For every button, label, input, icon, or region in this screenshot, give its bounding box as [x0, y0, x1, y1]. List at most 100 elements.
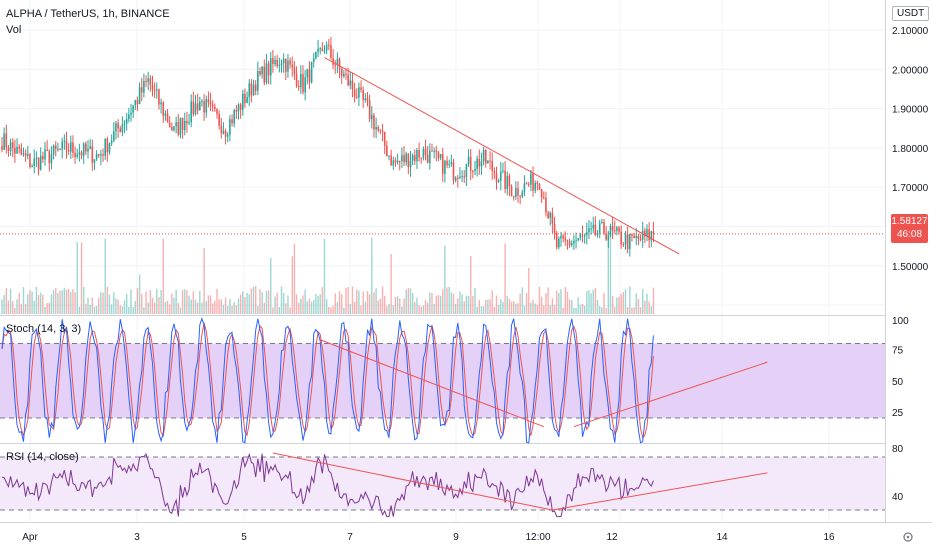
- volume-bar: [270, 257, 272, 314]
- candle-body: [472, 170, 474, 172]
- candle-body: [293, 67, 296, 75]
- volume-bar: [341, 294, 343, 314]
- volume-bar: [431, 293, 433, 314]
- candle-body: [82, 143, 85, 156]
- candle-body: [70, 142, 72, 152]
- candle-body: [646, 229, 648, 236]
- candle-body: [388, 155, 390, 157]
- volume-label: Vol: [6, 24, 22, 36]
- volume-bar: [255, 286, 257, 314]
- volume-bar: [530, 302, 532, 314]
- candle-body: [235, 110, 238, 112]
- candle-body: [1, 145, 3, 150]
- volume-bar: [192, 291, 195, 314]
- volume-bar: [214, 300, 216, 314]
- volume-bar: [433, 304, 435, 314]
- volume-bar: [20, 304, 23, 314]
- candle-body: [65, 140, 68, 151]
- candle-body: [87, 148, 89, 152]
- volume-bar: [545, 293, 547, 314]
- volume-bar: [384, 295, 386, 314]
- candle-body: [358, 87, 360, 98]
- volume-bar: [166, 300, 169, 314]
- candle-body: [29, 154, 31, 168]
- volume-bar: [7, 300, 10, 314]
- stoch-axis-label: 25: [892, 408, 904, 419]
- volume-bar: [652, 287, 655, 314]
- candle-body: [371, 114, 373, 120]
- volume-bar: [575, 307, 577, 314]
- volume-bar: [377, 300, 379, 314]
- candle-body: [489, 160, 491, 162]
- candle-body: [110, 140, 113, 144]
- volume-bar: [59, 290, 61, 314]
- volume-bar: [300, 298, 302, 314]
- candle-body: [581, 234, 584, 236]
- candle-body: [80, 152, 83, 156]
- candle-body: [523, 183, 526, 192]
- volume-bar: [151, 297, 154, 314]
- stoch-indicator-label[interactable]: Stoch (14, 3, 3): [6, 323, 82, 335]
- volume-bar: [568, 299, 571, 314]
- candle-body: [91, 146, 94, 163]
- candle-body: [162, 102, 165, 116]
- volume-bar: [390, 253, 392, 314]
- candle-body: [401, 155, 403, 161]
- volume-bar: [495, 295, 498, 314]
- candle-body: [244, 93, 246, 104]
- candle-body: [95, 154, 98, 160]
- candle-body: [633, 235, 635, 239]
- volume-bar: [648, 301, 650, 314]
- volume-bar: [452, 293, 455, 314]
- candle-body: [592, 224, 595, 229]
- volume-bar: [500, 299, 502, 314]
- volume-bar: [14, 307, 16, 314]
- candle-body: [547, 212, 549, 218]
- stoch-axis-label: 75: [892, 346, 904, 357]
- candle-body: [171, 126, 173, 131]
- volume-bar: [536, 304, 539, 314]
- volume-bar: [551, 298, 554, 314]
- volume-bar: [263, 302, 265, 314]
- rsi-indicator-label[interactable]: RSI (14, close): [6, 451, 79, 463]
- volume-bar: [476, 306, 478, 314]
- volume-bar: [487, 299, 489, 314]
- candle-body: [508, 176, 511, 187]
- volume-bar: [538, 286, 541, 314]
- candle-body: [22, 153, 25, 155]
- volume-bar: [347, 287, 349, 314]
- candle-body: [289, 60, 291, 65]
- volume-bar: [67, 288, 70, 314]
- volume-bar: [523, 305, 526, 314]
- candle-body: [360, 87, 362, 91]
- candle-body: [113, 131, 115, 141]
- candle-body: [242, 93, 244, 110]
- volume-bar: [642, 288, 644, 314]
- volume-bar: [562, 307, 564, 314]
- volume-bar: [510, 301, 513, 314]
- settings-gear-icon[interactable]: [903, 532, 913, 542]
- currency-unit-badge[interactable]: USDT: [892, 6, 930, 21]
- volume-bar: [237, 298, 240, 314]
- candle-body: [506, 176, 509, 189]
- candle-body: [7, 147, 10, 151]
- volume-bar: [48, 302, 50, 314]
- candle-body: [639, 238, 642, 240]
- candle-body: [545, 197, 547, 213]
- volume-bar: [179, 307, 182, 314]
- volume-bar: [87, 297, 89, 314]
- candle-body: [100, 154, 102, 156]
- candle-body: [216, 108, 218, 114]
- volume-bar: [317, 296, 319, 314]
- candle-body: [143, 81, 145, 93]
- candle-body: [115, 123, 117, 132]
- volume-bar: [282, 293, 285, 314]
- volume-bar: [401, 306, 403, 314]
- volume-bar: [577, 297, 579, 314]
- volume-bar: [216, 288, 218, 314]
- candle-body: [72, 142, 74, 153]
- volume-bar: [61, 290, 63, 314]
- candle-body: [46, 149, 48, 151]
- volume-bar: [113, 292, 115, 314]
